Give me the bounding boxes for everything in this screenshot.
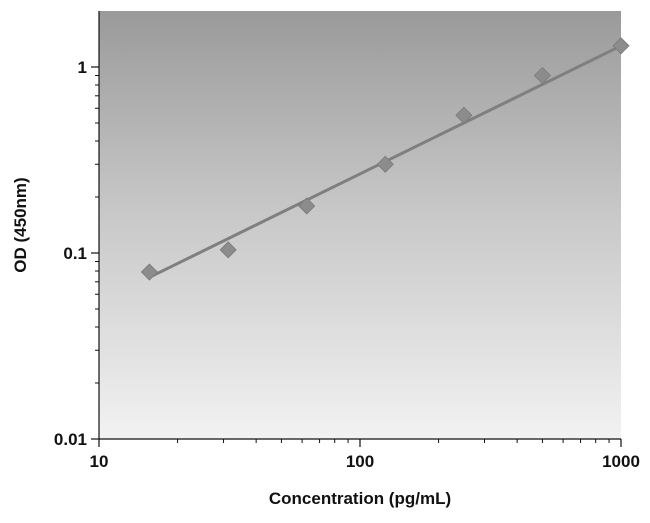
x-tick-label: 10 [90, 452, 109, 471]
data-point-diamond [140, 263, 158, 281]
plot-area-background [99, 11, 621, 439]
tick-marks [91, 66, 622, 447]
x-tick-label: 1000 [602, 452, 640, 471]
y-tick-label: 0.1 [63, 244, 87, 263]
y-tick-label: 1 [78, 58, 87, 77]
x-tick-label: 100 [346, 452, 374, 471]
data-point-diamond [612, 37, 630, 55]
data-point-diamond [455, 106, 473, 124]
data-point-diamond [376, 155, 394, 173]
data-point-diamond [533, 66, 551, 85]
tick-labels: 10 100 1000 0.01 0.1 1 [54, 58, 640, 471]
y-tick-label: 0.01 [54, 430, 87, 449]
data-point-diamond [219, 241, 237, 259]
y-axis-title: OD (450nm) [11, 177, 30, 272]
data-point-diamond [298, 197, 316, 215]
data-points-layer [140, 37, 630, 281]
x-axis-title: Concentration (pg/mL) [269, 489, 451, 508]
